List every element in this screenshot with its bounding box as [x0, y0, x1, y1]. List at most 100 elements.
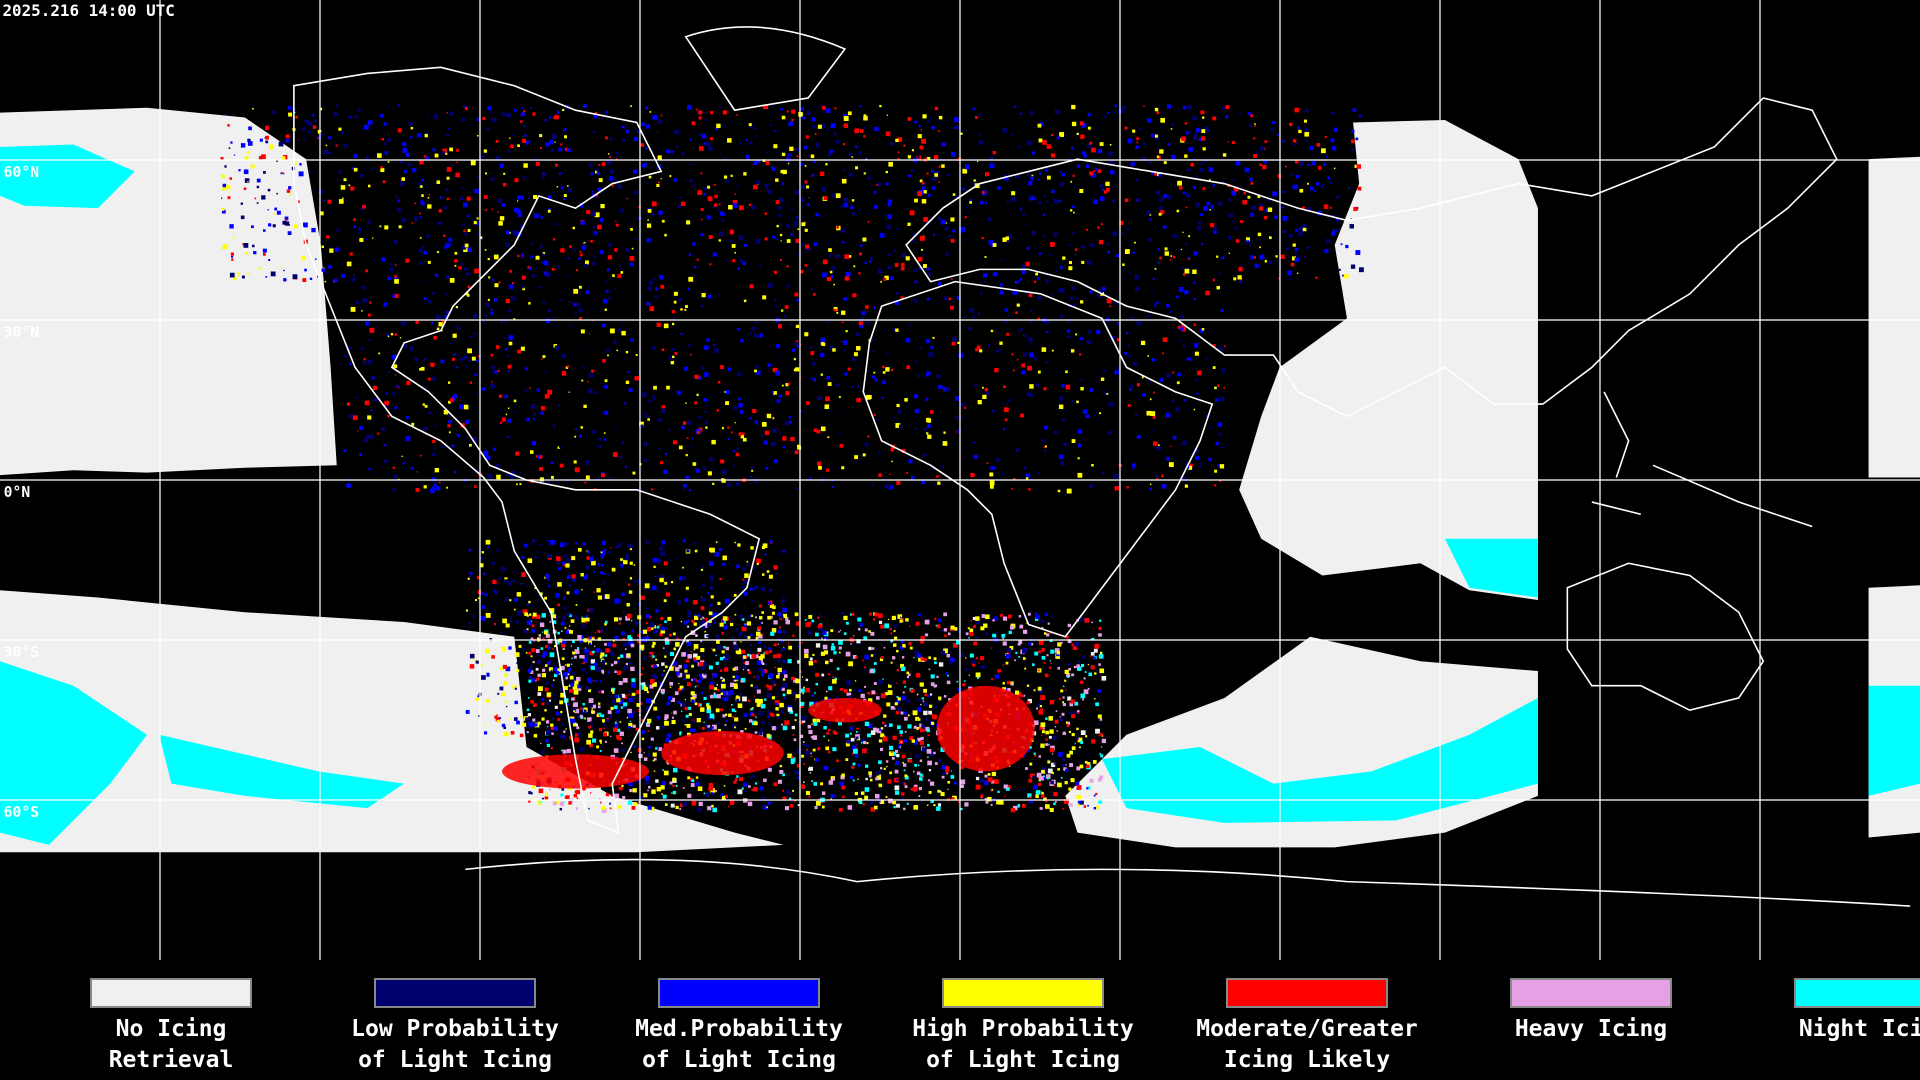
retrieval-pixel — [650, 679, 655, 684]
retrieval-pixel — [256, 202, 259, 204]
retrieval-pixel — [531, 648, 536, 652]
retrieval-pixel — [642, 629, 648, 634]
retrieval-pixel — [592, 704, 597, 709]
retrieval-pixel — [1035, 794, 1039, 799]
retrieval-pixel — [591, 560, 596, 566]
retrieval-pixel — [547, 195, 552, 200]
retrieval-pixel — [621, 693, 626, 698]
retrieval-pixel — [615, 546, 618, 549]
retrieval-pixel — [707, 678, 710, 680]
retrieval-pixel — [903, 807, 906, 811]
retrieval-pixel — [708, 611, 713, 616]
retrieval-pixel — [943, 386, 948, 392]
retrieval-pixel — [884, 724, 887, 727]
retrieval-pixel — [553, 644, 557, 648]
retrieval-pixel — [722, 124, 725, 127]
retrieval-pixel — [550, 747, 553, 750]
retrieval-pixel — [1253, 137, 1256, 140]
retrieval-pixel — [222, 187, 226, 191]
retrieval-pixel — [346, 261, 352, 267]
retrieval-pixel — [492, 579, 497, 585]
retrieval-pixel — [831, 193, 836, 198]
retrieval-pixel — [244, 156, 249, 161]
retrieval-pixel — [221, 207, 225, 211]
retrieval-pixel — [738, 692, 743, 696]
retrieval-pixel — [477, 116, 481, 121]
retrieval-pixel — [646, 635, 649, 638]
retrieval-pixel — [843, 615, 848, 621]
retrieval-pixel — [327, 199, 332, 204]
retrieval-pixel — [319, 211, 324, 216]
retrieval-pixel — [243, 169, 249, 175]
retrieval-pixel — [566, 558, 571, 563]
retrieval-pixel — [992, 243, 997, 247]
retrieval-pixel — [607, 710, 612, 715]
retrieval-pixel — [876, 796, 881, 802]
retrieval-pixel — [1212, 278, 1216, 282]
retrieval-pixel — [483, 572, 486, 576]
retrieval-pixel — [1015, 651, 1018, 654]
retrieval-pixel — [796, 748, 802, 754]
retrieval-pixel — [576, 726, 580, 730]
retrieval-pixel — [742, 578, 745, 581]
retrieval-pixel — [1004, 175, 1009, 181]
retrieval-pixel — [617, 543, 622, 547]
retrieval-pixel — [645, 607, 648, 610]
retrieval-pixel — [1100, 754, 1104, 758]
retrieval-pixel — [726, 259, 729, 262]
retrieval-pixel — [552, 424, 556, 428]
retrieval-pixel — [526, 708, 530, 712]
retrieval-pixel — [1026, 392, 1032, 397]
retrieval-pixel — [684, 698, 687, 701]
retrieval-pixel — [653, 268, 655, 271]
retrieval-pixel — [1143, 105, 1145, 108]
retrieval-pixel — [670, 712, 673, 714]
retrieval-pixel — [262, 252, 266, 256]
retrieval-pixel — [784, 263, 786, 265]
retrieval-pixel — [528, 651, 532, 655]
retrieval-pixel — [665, 650, 667, 653]
retrieval-pixel — [622, 138, 626, 142]
retrieval-pixel — [717, 667, 720, 669]
retrieval-pixel — [612, 643, 617, 648]
retrieval-pixel — [323, 199, 326, 202]
retrieval-pixel — [432, 148, 436, 152]
retrieval-pixel — [848, 740, 852, 744]
retrieval-pixel — [359, 453, 362, 457]
retrieval-pixel — [545, 720, 550, 724]
retrieval-pixel — [594, 679, 598, 683]
retrieval-pixel — [405, 152, 410, 157]
retrieval-pixel — [252, 107, 254, 110]
retrieval-pixel — [678, 682, 680, 685]
retrieval-pixel — [895, 710, 900, 715]
retrieval-pixel — [616, 698, 621, 703]
retrieval-pixel — [787, 659, 792, 664]
retrieval-pixel — [758, 641, 762, 644]
retrieval-pixel — [547, 539, 550, 542]
retrieval-pixel — [918, 795, 921, 798]
retrieval-pixel — [1038, 755, 1041, 758]
retrieval-pixel — [888, 162, 893, 167]
retrieval-pixel — [903, 739, 907, 743]
retrieval-pixel — [767, 362, 769, 364]
retrieval-pixel — [914, 280, 917, 284]
retrieval-pixel — [645, 540, 650, 544]
retrieval-pixel — [721, 631, 725, 635]
retrieval-pixel — [797, 776, 800, 779]
retrieval-pixel — [873, 191, 877, 194]
retrieval-pixel — [687, 625, 690, 628]
retrieval-pixel — [483, 731, 488, 735]
retrieval-pixel — [736, 113, 738, 116]
retrieval-pixel — [950, 217, 955, 222]
retrieval-pixel — [738, 614, 743, 619]
retrieval-pixel — [817, 656, 820, 659]
retrieval-pixel — [768, 801, 771, 805]
retrieval-pixel — [707, 727, 712, 732]
retrieval-pixel — [467, 577, 470, 580]
retrieval-pixel — [1049, 729, 1054, 734]
retrieval-pixel — [516, 720, 520, 725]
retrieval-pixel — [832, 679, 837, 684]
retrieval-pixel — [542, 172, 545, 176]
retrieval-pixel — [524, 134, 527, 137]
retrieval-pixel — [877, 268, 883, 274]
